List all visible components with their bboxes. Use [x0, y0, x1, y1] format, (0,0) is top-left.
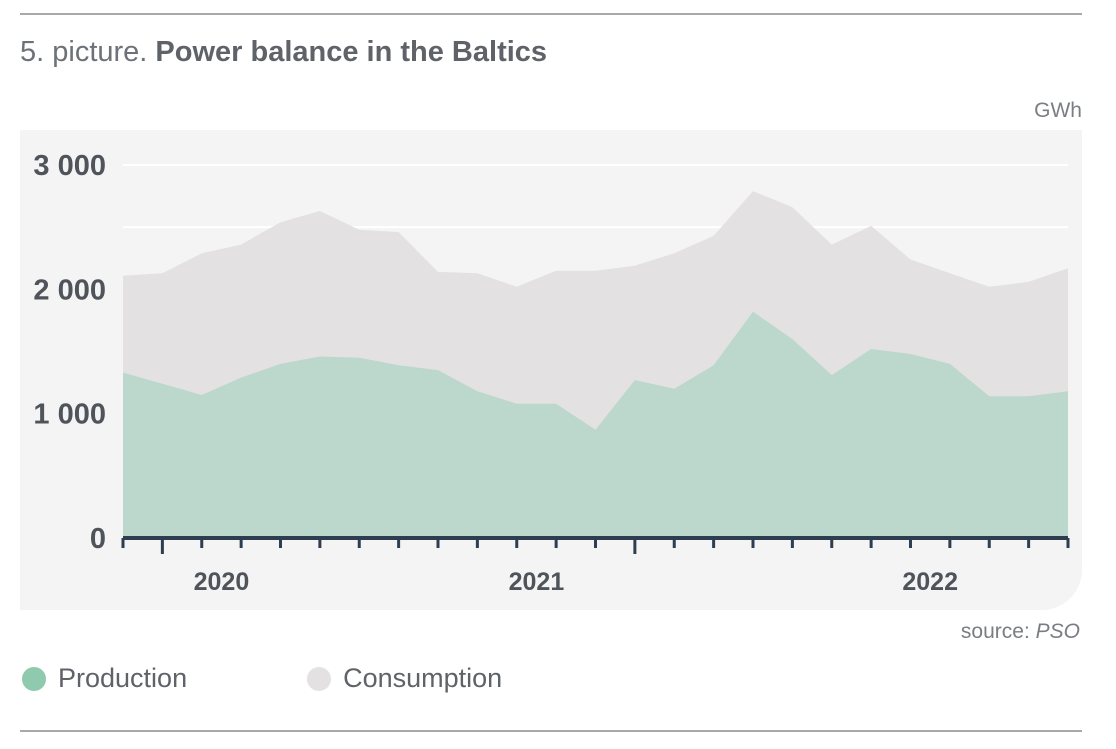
source-label: source:	[960, 620, 1030, 643]
y-tick-label: 0	[90, 523, 106, 555]
source-note: source: PSO	[961, 620, 1080, 644]
title-prefix: 5. picture.	[20, 36, 148, 68]
x-year-label: 2022	[902, 568, 958, 596]
legend-label-production: Production	[58, 663, 188, 693]
x-year-label: 2021	[509, 568, 565, 596]
legend-item-consumption: Consumption	[307, 663, 502, 694]
top-rule	[20, 13, 1082, 15]
x-year-label: 2020	[194, 568, 250, 596]
area-production	[123, 311, 1068, 538]
unit-label: GWh	[1034, 99, 1082, 122]
source-name: PSO	[1035, 620, 1080, 643]
legend-dot-consumption	[307, 666, 332, 691]
chart-title: 5. picture. Power balance in the Baltics	[20, 36, 547, 69]
legend-label-consumption: Consumption	[343, 663, 503, 693]
y-tick-label: 3 000	[33, 150, 106, 182]
y-tick-label: 2 000	[33, 274, 106, 306]
y-tick-label: 1 000	[33, 399, 106, 431]
area-chart: 0 1 000 2 000 3 000 2020 2021 2022	[33, 150, 1070, 596]
legend-dot-production	[22, 666, 46, 691]
legend-item-production: Production	[22, 663, 187, 694]
bottom-rule	[20, 730, 1082, 732]
title-main: Power balance in the Baltics	[155, 36, 548, 68]
legend: Production Consumption	[22, 663, 622, 694]
